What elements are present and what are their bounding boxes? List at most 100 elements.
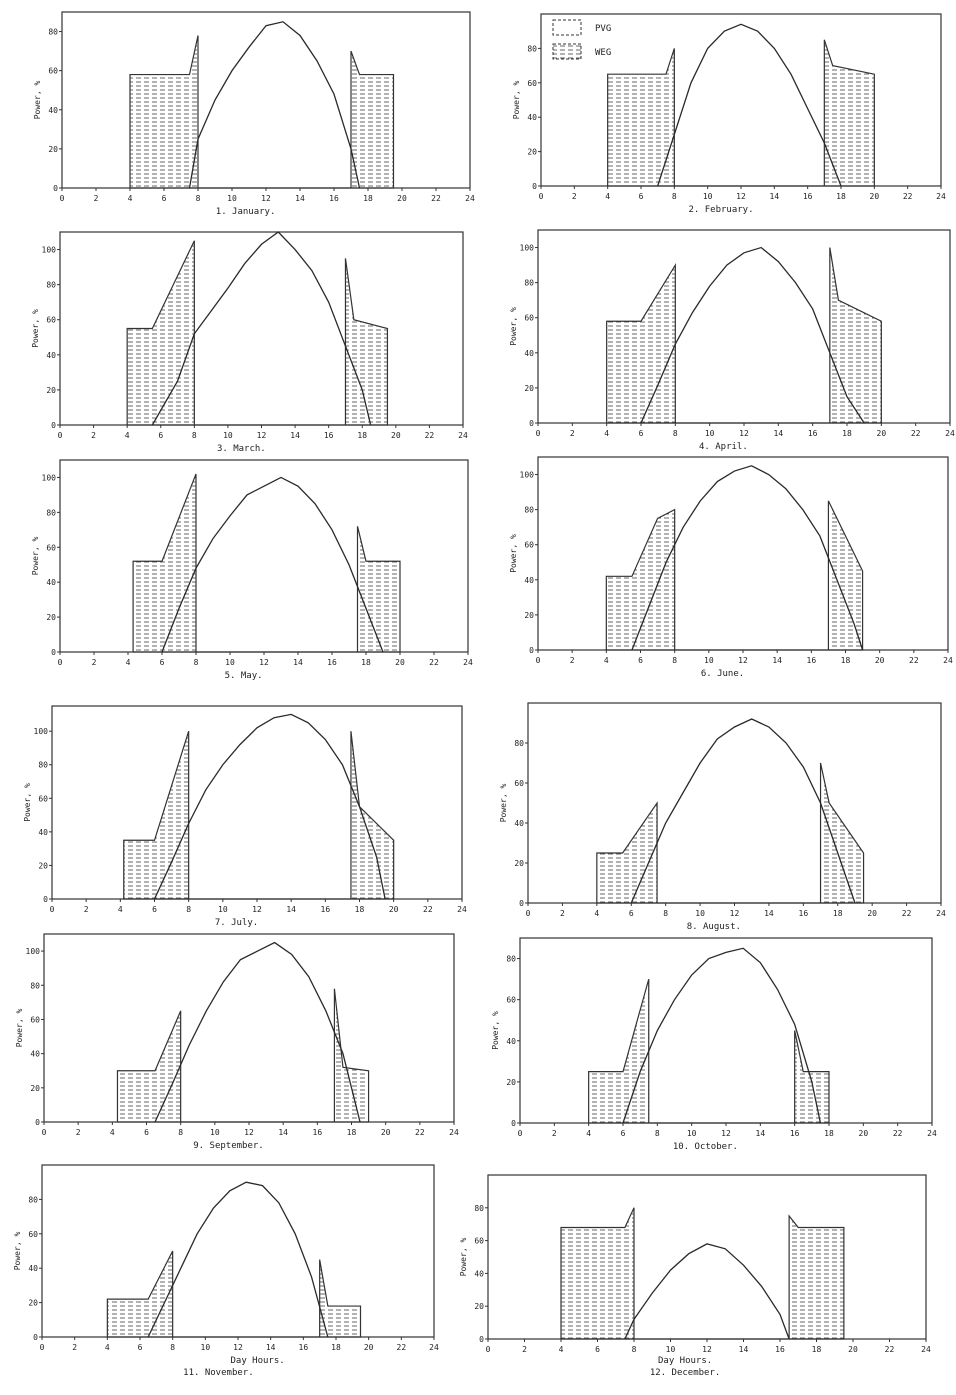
x-tick-label: 24: [465, 194, 475, 203]
y-tick-label: 60: [28, 1230, 38, 1239]
weg-area: [116, 988, 370, 1123]
pvg-curve: [154, 941, 361, 1123]
x-tick-label: 8: [632, 1345, 637, 1354]
x-tick-label: 6: [144, 1128, 149, 1137]
y-tick-label: 80: [46, 281, 56, 290]
x-tick-label: 16: [799, 909, 809, 918]
panel-caption: 11. November.: [183, 1368, 253, 1378]
y-tick-label: 60: [527, 79, 537, 88]
y-tick-label: 20: [524, 384, 534, 393]
x-tick-label: 0: [40, 1343, 45, 1352]
x-tick-label: 16: [808, 429, 818, 438]
y-tick-label: 60: [38, 794, 48, 803]
pvg-curve: [151, 231, 372, 426]
pvg-curve: [622, 947, 822, 1124]
x-tick-label: 8: [672, 192, 677, 201]
x-tick-label: 8: [170, 1343, 175, 1352]
x-tick-label: 14: [739, 1345, 749, 1354]
y-tick-label: 20: [524, 611, 534, 620]
x-tick-label: 18: [363, 194, 373, 203]
x-tick-label: 18: [361, 658, 371, 667]
y-tick-label: 80: [38, 761, 48, 770]
legend-label: WEG: [595, 48, 611, 58]
x-tick-label: 12: [736, 192, 746, 201]
plot-frame: [537, 229, 951, 424]
y-tick-label: 0: [51, 421, 56, 430]
x-tick-label: 18: [833, 909, 843, 918]
x-tick-label: 18: [841, 656, 851, 665]
x-tick-label: 20: [867, 909, 877, 918]
x-tick-label: 20: [389, 905, 399, 914]
x-tick-label: 22: [911, 429, 921, 438]
month-panel: 0 2 4 6 8 10 12 14 16 18 20 22 24020406080100Power, …: [509, 229, 955, 452]
pvg-curve: [147, 1181, 329, 1338]
pvg-curve: [624, 1243, 790, 1340]
weg-area: [605, 500, 864, 651]
x-tick-label: 6: [595, 1345, 600, 1354]
x-tick-label: 10: [687, 1129, 697, 1138]
x-tick-label: 20: [875, 656, 885, 665]
x-tick-label: 16: [807, 656, 817, 665]
x-tick-label: 10: [225, 658, 235, 667]
y-tick-label: 80: [30, 981, 40, 990]
panel-caption: 12. December.: [650, 1368, 720, 1378]
y-tick-label: 60: [524, 314, 534, 323]
panel-caption: 2. February.: [688, 205, 753, 215]
panel-caption: 7. July.: [215, 918, 258, 928]
y-tick-label: 60: [506, 996, 516, 1005]
x-tick-label: 4: [118, 905, 123, 914]
x-tick-label: 12: [702, 1345, 712, 1354]
x-tick-label: 0: [539, 192, 544, 201]
x-tick-label: 24: [936, 909, 946, 918]
pvg-curve: [161, 476, 384, 653]
panel-caption: 3. March.: [217, 444, 266, 454]
x-tick-label: 0: [50, 905, 55, 914]
x-tick-label: 4: [126, 658, 131, 667]
x-tick-label: 18: [836, 192, 846, 201]
weg-area: [106, 1250, 362, 1338]
x-tick-label: 0: [42, 1128, 47, 1137]
x-tick-label: 18: [842, 429, 852, 438]
x-tick-label: 4: [105, 1343, 110, 1352]
x-tick-label: 0: [58, 431, 63, 440]
x-tick-label: 6: [639, 429, 644, 438]
x-tick-label: 16: [299, 1343, 309, 1352]
y-tick-label: 20: [506, 1078, 516, 1087]
x-tick-label: 14: [266, 1343, 276, 1352]
panel-caption: 9. September.: [193, 1141, 263, 1151]
x-tick-label: 16: [329, 194, 339, 203]
y-tick-label: 40: [46, 578, 56, 587]
x-tick-label: 22: [903, 192, 913, 201]
y-tick-label: 60: [48, 67, 58, 76]
x-tick-label: 6: [152, 905, 157, 914]
y-tick-label: 80: [524, 506, 534, 515]
y-axis-label: Power, %: [33, 81, 42, 120]
y-tick-label: 80: [46, 508, 56, 517]
y-tick-label: 100: [520, 471, 535, 480]
panel-caption: 8. August.: [687, 922, 741, 932]
x-tick-label: 22: [415, 1128, 425, 1137]
x-tick-label: 16: [775, 1345, 785, 1354]
x-tick-label: 18: [812, 1345, 822, 1354]
pvg-curve: [657, 23, 842, 187]
x-tick-label: 10: [223, 431, 233, 440]
x-tick-label: 0: [60, 194, 65, 203]
x-tick-label: 10: [201, 1343, 211, 1352]
x-tick-label: 0: [58, 658, 63, 667]
x-tick-label: 24: [457, 905, 467, 914]
x-tick-label: 14: [770, 192, 780, 201]
x-tick-label: 10: [210, 1128, 220, 1137]
x-tick-label: 16: [313, 1128, 323, 1137]
x-tick-label: 12: [721, 1129, 731, 1138]
x-tick-label: 10: [666, 1345, 676, 1354]
x-tick-label: 24: [936, 192, 946, 201]
y-tick-label: 80: [524, 279, 534, 288]
month-panel: 0 2 4 6 8 10 12 14 16 18 20 22 24020406080100Power, …: [31, 459, 473, 681]
x-tick-label: 8: [186, 905, 191, 914]
weg-area: [588, 978, 830, 1124]
month-panel: 0 2 4 6 8 10 12 14 16 18 20 22 24020406080100Power, …: [31, 231, 468, 454]
y-tick-label: 80: [506, 955, 516, 964]
weg-area: [126, 240, 389, 426]
